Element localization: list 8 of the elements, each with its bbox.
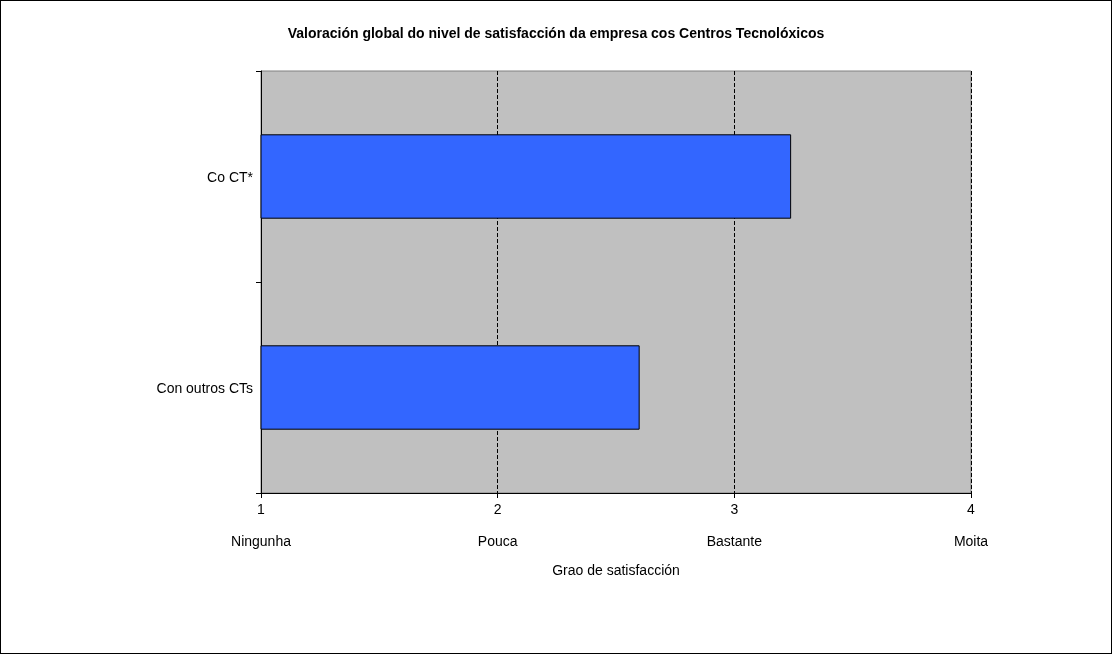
x-tick-label: 1 Ningunha	[231, 501, 292, 549]
x-tick-label: 2 Pouca	[477, 501, 518, 549]
y-tick-label: Con outros CTs	[156, 379, 253, 396]
x-tick-label: 3 Bastante	[706, 501, 763, 549]
x-tick-label: 4 Moita	[953, 501, 989, 549]
x-axis-title: Grao de satisfacción	[552, 562, 680, 578]
chart-title: Valoración global do nivel de satisfacción da empresa cos Centros Tecnolóxicos	[287, 25, 825, 41]
y-tick-label: Co CT*	[207, 168, 254, 185]
